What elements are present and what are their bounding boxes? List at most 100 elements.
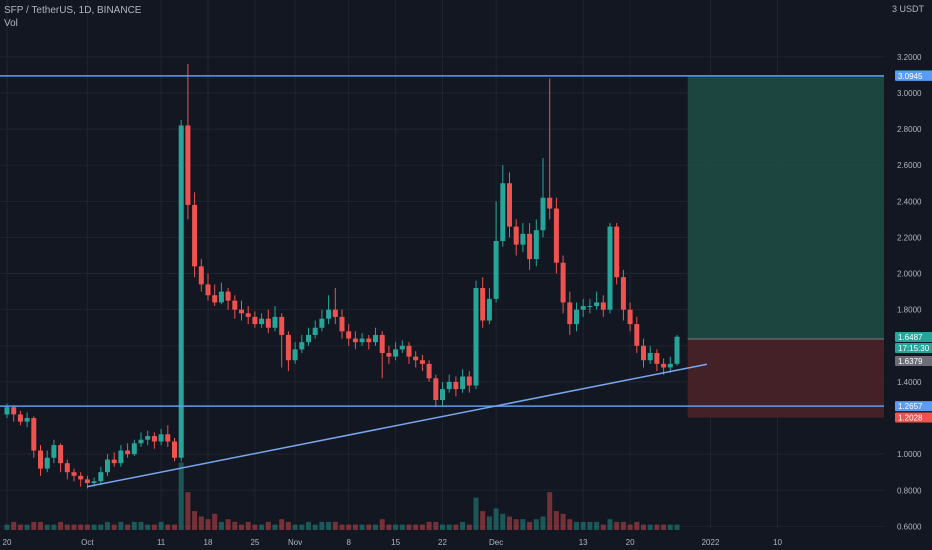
candle-body <box>346 331 352 339</box>
price-tag <box>895 355 932 366</box>
volume-bar <box>225 519 231 530</box>
candle-body <box>433 378 439 400</box>
volume-bar <box>24 524 30 530</box>
candle-body <box>265 318 271 328</box>
volume-bar <box>667 524 673 530</box>
trend-line <box>87 363 708 488</box>
candle-body <box>306 334 311 343</box>
volume-bar <box>212 513 218 530</box>
candle-body <box>493 241 499 299</box>
volume-bar <box>125 524 131 530</box>
candle-body <box>540 197 546 231</box>
volume-bar <box>326 521 332 530</box>
candle-body <box>58 445 64 464</box>
candle-body <box>279 316 285 335</box>
price-tick-label: 1.4000 <box>897 378 922 387</box>
candle-body <box>71 472 77 476</box>
candle-body <box>661 363 667 368</box>
candle-body <box>373 334 378 343</box>
candle-body <box>84 479 90 484</box>
volume-indicator-label[interactable]: Vol <box>4 18 18 29</box>
candle-body <box>440 389 445 400</box>
time-tick-label: 22 <box>438 538 447 547</box>
price-tags: 3.09743.09451.648717:15:301.63791.26571.… <box>895 70 932 423</box>
volume-bar <box>674 524 680 530</box>
candle-body <box>567 302 573 325</box>
candle-body <box>105 459 110 473</box>
candle-body <box>64 463 70 473</box>
candle-body <box>399 345 405 350</box>
candle-body <box>413 356 419 361</box>
volume-bar <box>31 521 37 530</box>
volume-bar <box>312 524 318 530</box>
price-tag <box>895 331 932 342</box>
candle-body <box>178 125 184 458</box>
candle-body <box>31 418 37 451</box>
volume-bar <box>58 521 64 530</box>
candle-body <box>580 306 586 310</box>
price-tick-label: 2.4000 <box>897 197 922 206</box>
symbol-title[interactable]: SFP / TetherUS, 1D, BINANCE <box>4 5 142 16</box>
candle-body <box>620 277 626 310</box>
time-tick-label: 18 <box>204 538 213 547</box>
volume-bar <box>553 511 559 530</box>
volume-bar <box>239 524 244 530</box>
time-axis[interactable]: 20 Oct 11 18 25 Nov 8 15 22 Dec 13 20 2022 10 <box>3 538 783 547</box>
candle-body <box>172 441 177 458</box>
volume-bar <box>540 516 546 530</box>
time-tick-label: Nov <box>288 538 302 547</box>
candle-body <box>453 381 459 390</box>
volume-bar <box>78 524 84 530</box>
volume-bar <box>419 524 425 530</box>
candle-body <box>547 197 553 209</box>
price-tick-label: 1.0000 <box>897 450 922 459</box>
volume-bar <box>332 521 338 530</box>
volume-bar <box>272 524 278 530</box>
candle-body <box>520 233 526 245</box>
chart-legend[interactable]: SFP / TetherUS, 1D, BINANCE Vol <box>4 4 141 30</box>
volume-bar <box>98 524 104 530</box>
candle-body <box>594 302 600 307</box>
price-tag-label: 3.0945 <box>898 72 923 81</box>
candle-body <box>667 363 673 368</box>
candle-body <box>252 316 258 325</box>
volume-bar <box>84 524 90 530</box>
volume-bar <box>192 511 198 530</box>
price-tag-label: 17:15:30 <box>898 344 930 353</box>
volume-bar <box>265 521 271 530</box>
volume-bar <box>433 521 439 530</box>
volume-bar <box>111 524 117 530</box>
volume-bar <box>426 521 432 530</box>
drawn-lines[interactable] <box>0 75 884 488</box>
price-tick-label: 1.8000 <box>897 306 922 315</box>
volume-bar <box>641 524 646 530</box>
volume-bar <box>245 521 251 530</box>
candle-body <box>78 475 84 480</box>
volume-bar <box>513 519 519 530</box>
candle-body <box>480 288 486 321</box>
time-tick-label: Dec <box>489 538 503 547</box>
price-tag-label: 1.6487 <box>898 333 923 342</box>
candle-body <box>446 381 452 390</box>
candle-body <box>674 336 680 364</box>
candle-body <box>553 208 559 263</box>
price-tag <box>895 412 932 423</box>
candles <box>4 64 680 489</box>
volume-bar <box>71 524 77 530</box>
candle-body <box>419 360 425 364</box>
axis-unit-label[interactable]: 3 USDT <box>891 4 924 14</box>
candle-body <box>319 318 325 328</box>
candle-body <box>38 450 43 469</box>
candle-body <box>426 363 432 379</box>
volume-bar <box>172 524 177 530</box>
volume-bar <box>493 508 499 530</box>
price-tag-label: 1.2657 <box>898 402 923 411</box>
volume-bar <box>285 521 291 530</box>
volume-bar <box>500 513 506 530</box>
candle-body <box>312 327 318 335</box>
price-tick-label: 0.8000 <box>897 486 922 495</box>
volume-bar <box>393 524 399 530</box>
candle-body <box>11 407 17 415</box>
candle-body <box>500 183 506 242</box>
